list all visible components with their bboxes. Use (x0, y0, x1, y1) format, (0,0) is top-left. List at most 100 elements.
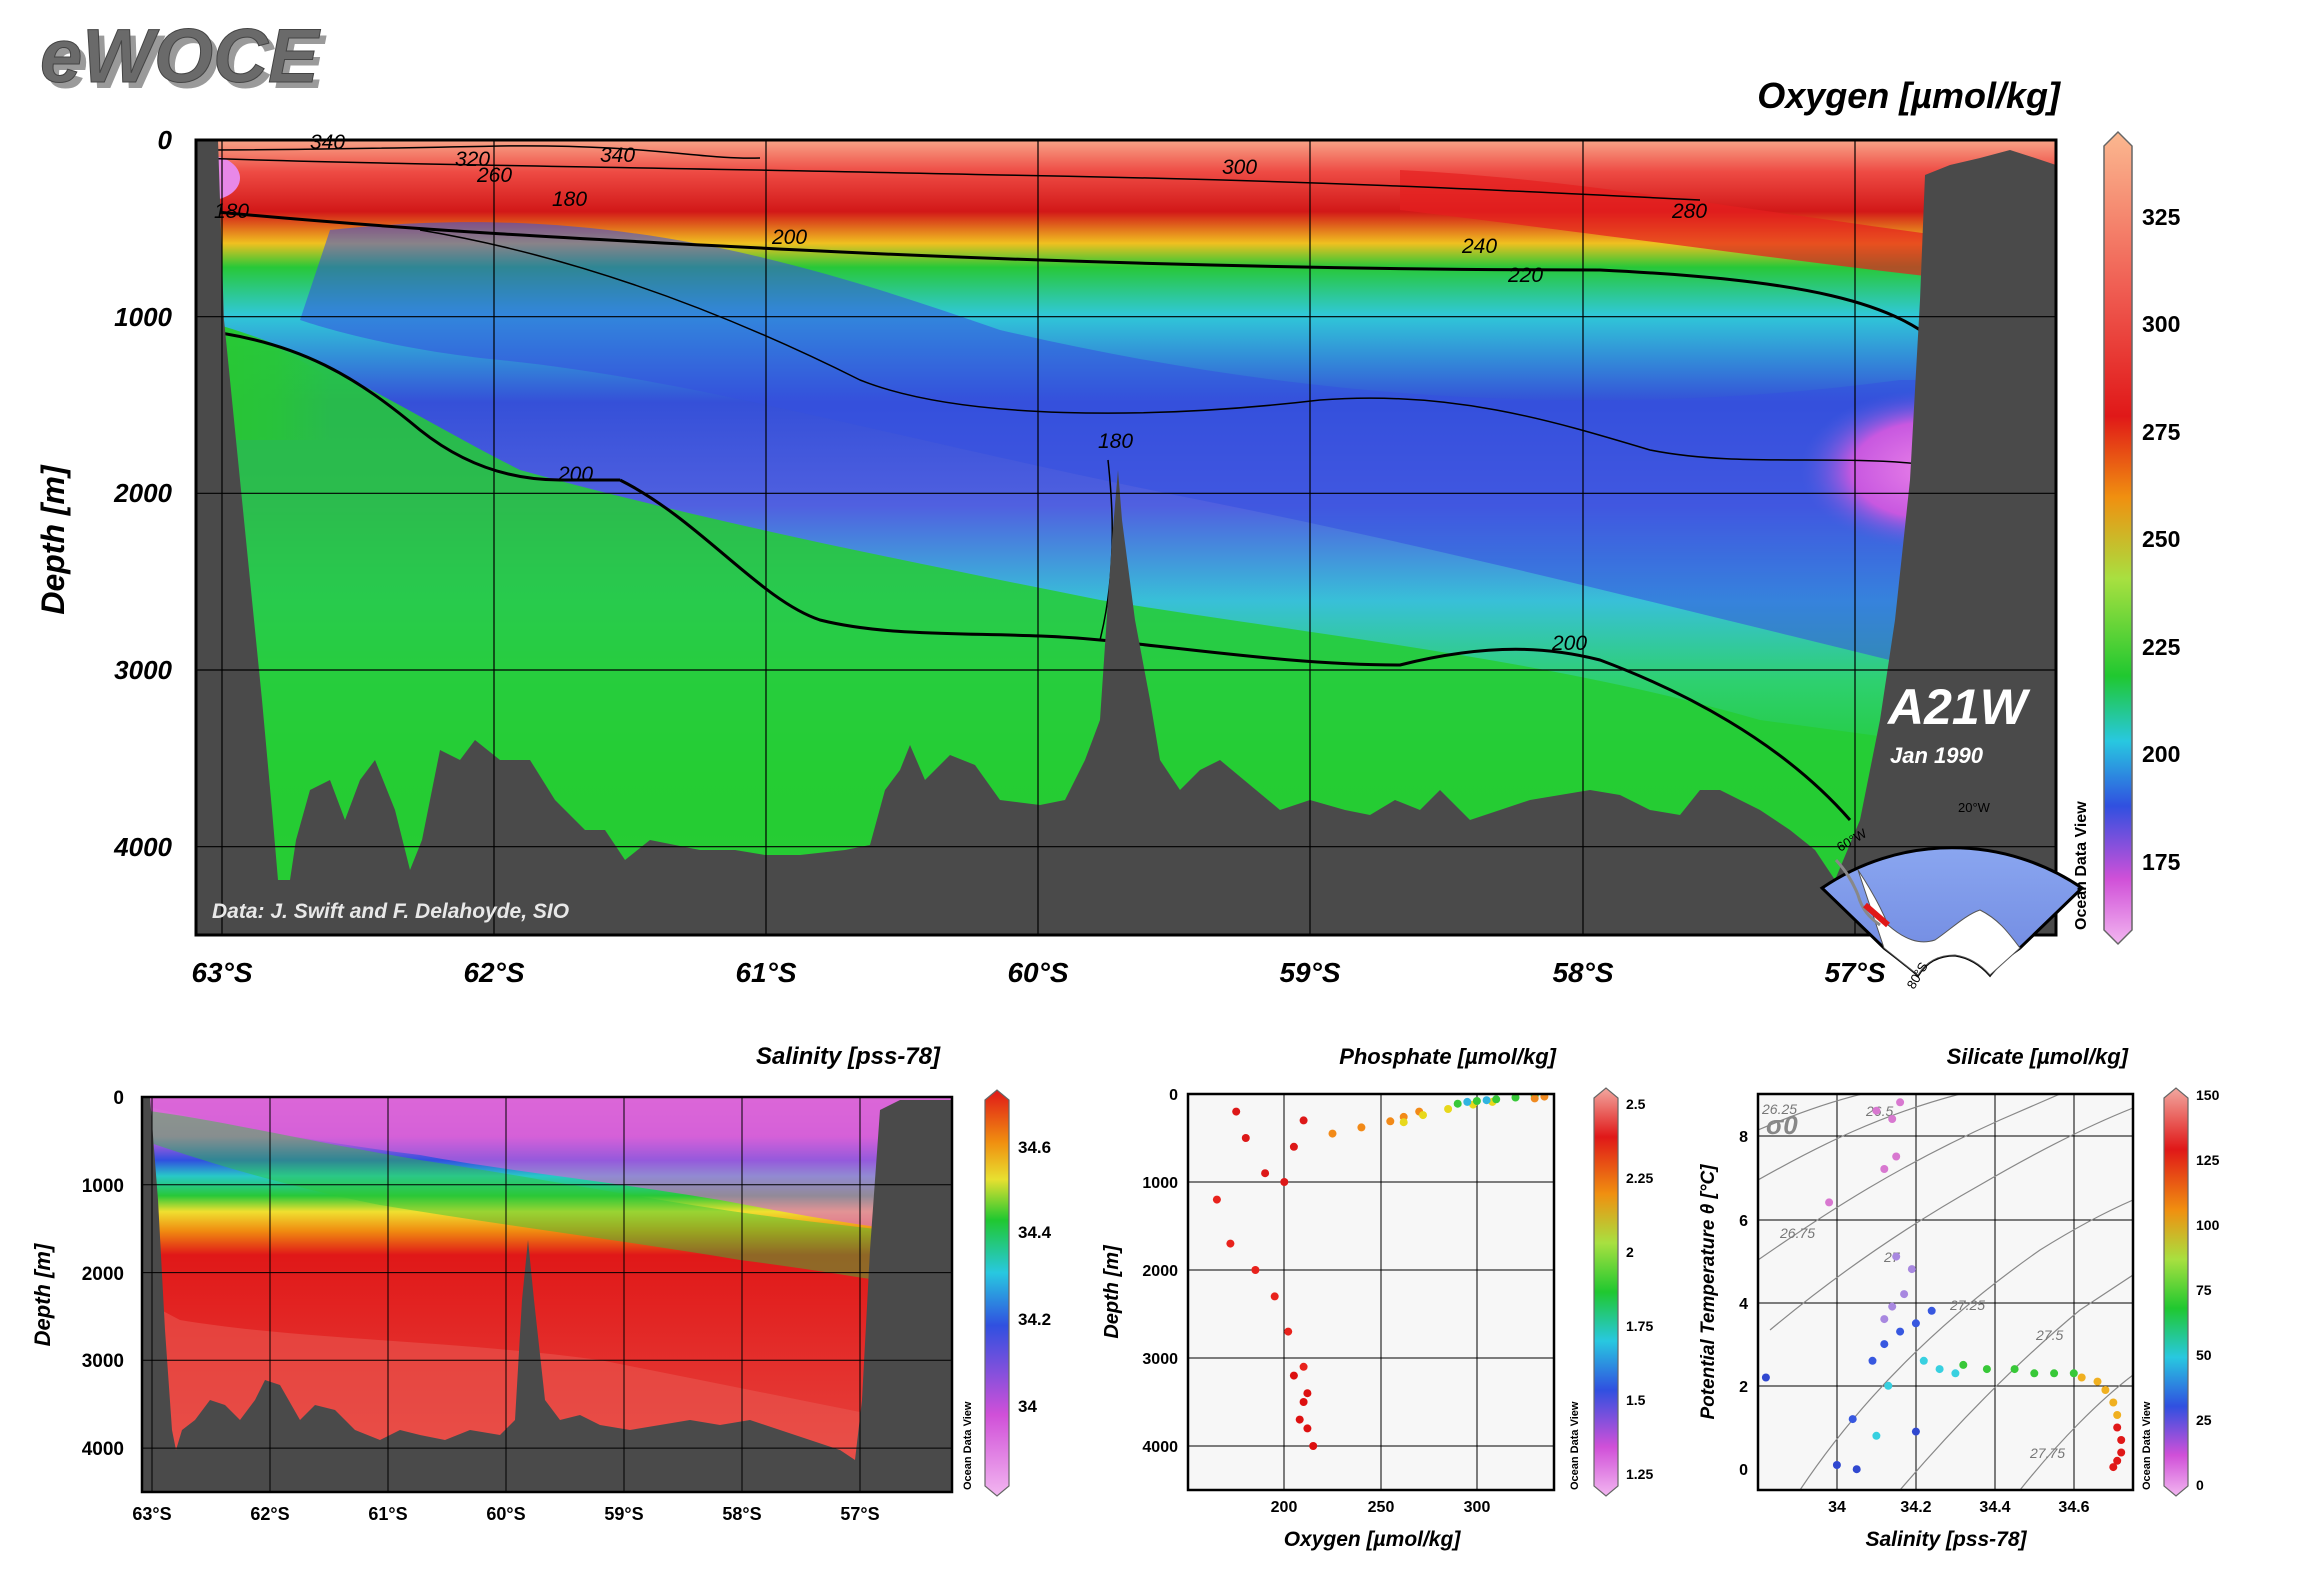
logo-shadow: eWOCE (46, 20, 327, 105)
cbar-tick-label: 225 (2142, 634, 2181, 660)
cbar-tick-label: 1.75 (1626, 1318, 1653, 1334)
cbar-tick-label: 2.25 (1626, 1170, 1653, 1186)
cbar-tick-label: 50 (2196, 1347, 2212, 1363)
scatter-point (1472, 1097, 1481, 1105)
scatter-point (2077, 1373, 2086, 1382)
y-tick-label: 2000 (1142, 1263, 1178, 1280)
scatter-point (1289, 1371, 1298, 1380)
x-tick-label: 34.4 (1979, 1499, 2010, 1516)
scatter-point (1872, 1106, 1881, 1115)
scatter-point (1848, 1415, 1857, 1424)
scatter-point (1328, 1129, 1337, 1138)
oxygen-title: Oxygen [µmol/kg] (1757, 75, 2061, 116)
scatter-point (1880, 1315, 1889, 1324)
silicate-frame (1756, 1092, 2135, 1492)
scatter-point (1303, 1389, 1312, 1398)
y-tick-label: 6 (1739, 1213, 1748, 1230)
scatter-point (1284, 1327, 1293, 1336)
scatter-point (2113, 1411, 2122, 1419)
section-date: Jan 1990 (1890, 743, 1984, 768)
x-tick-label: 34 (1828, 1499, 1846, 1516)
scatter-point (1299, 1116, 1308, 1125)
scatter-point (1888, 1302, 1897, 1311)
isopycnal-lines (1758, 1094, 2133, 1490)
y-tick-label: 0 (1169, 1087, 1178, 1104)
x-tick-label: 58°S (1552, 957, 1613, 988)
cbar-tick-label: 2 (1626, 1244, 1634, 1260)
scatter-point (1911, 1319, 1920, 1328)
y-tick-label: 3000 (82, 1351, 124, 1372)
x-tick-label: 59°S (604, 1504, 643, 1524)
y-tick-label: 4000 (1142, 1439, 1178, 1456)
scatter-point (1261, 1169, 1270, 1178)
silicate-y-label: Potential Temperature θ [°C] (1698, 1164, 1719, 1420)
scatter-point (2109, 1398, 2118, 1407)
x-tick-label: 63°S (191, 957, 252, 988)
silicate-y-ticks: 0 2 4 6 8 (1739, 1129, 1748, 1479)
scatter-point (1892, 1152, 1901, 1161)
scatter-point (1226, 1239, 1235, 1248)
x-tick-label: 62°S (463, 957, 524, 988)
oxygen-colorbar: 175 200 225 250 275 300 325 (2103, 130, 2181, 946)
inset-map: 20°W 60°W 80°S (1819, 800, 2085, 992)
scatter-point (1492, 1095, 1501, 1104)
odv-watermark: Ocean Data View (1569, 1401, 1581, 1490)
oxygen-y-ticks: 0 1000 2000 3000 4000 (113, 125, 172, 862)
x-tick-label: 60°S (1007, 957, 1068, 988)
cbar-tick-label: 25 (2196, 1412, 2212, 1428)
scatter-point (1825, 1198, 1834, 1207)
cbar-tick-label: 275 (2142, 419, 2181, 445)
x-tick-label: 61°S (735, 957, 796, 988)
oxygen-contour-labels: 340 320 260 340 300 280 180 180 200 240 … (214, 131, 1707, 655)
cbar-tick-label: 34.2 (1018, 1310, 1051, 1329)
cbar-tick-label: 1.5 (1626, 1392, 1646, 1408)
scatter-point (1309, 1442, 1318, 1450)
scatter-point (1386, 1117, 1395, 1126)
silicate-plot-bg (1758, 1094, 2133, 1490)
x-tick-label: 58°S (722, 1504, 761, 1524)
cbar-tick-label: 125 (2196, 1152, 2220, 1168)
scatter-point (1280, 1178, 1289, 1186)
odv-watermark: Ocean Data View (2073, 801, 2090, 930)
phosphate-x-label: Oxygen [µmol/kg] (1284, 1528, 1462, 1551)
x-tick-label: 62°S (250, 1504, 289, 1524)
scatter-point (1212, 1195, 1221, 1204)
x-tick-label: 300 (1464, 1499, 1491, 1516)
scatter-point (1511, 1094, 1520, 1102)
scatter-point (2117, 1448, 2126, 1457)
isopycnal-label: 27.75 (2029, 1445, 2065, 1461)
scatter-point (1907, 1265, 1916, 1274)
scatter-point (1761, 1373, 1770, 1382)
oxygen-frame (194, 138, 2058, 937)
y-tick-label: 2000 (82, 1264, 124, 1285)
cbar-tick-label: 325 (2142, 204, 2181, 230)
scatter-point (1951, 1369, 1960, 1378)
isopycnal-label: 27.25 (1949, 1297, 1985, 1313)
scatter-point (2117, 1436, 2126, 1444)
cbar-tick-label: 300 (2142, 311, 2180, 337)
oxygen-y-label: Depth [m] (35, 464, 71, 615)
scatter-point (1289, 1142, 1298, 1151)
scatter-point (1919, 1356, 1928, 1365)
scatter-point (2101, 1386, 2110, 1394)
y-tick-label: 0 (113, 1088, 124, 1109)
scatter-point (1982, 1365, 1991, 1374)
scatter-point (1530, 1094, 1539, 1103)
odv-watermark: Ocean Data View (962, 1401, 974, 1490)
x-tick-label: 60°S (486, 1504, 525, 1524)
scatter-point (1270, 1292, 1279, 1301)
salinity-x-ticks: 63°S 62°S 61°S 60°S 59°S 58°S 57°S (132, 1504, 879, 1524)
scatter-point (1911, 1427, 1920, 1436)
salinity-colorbar: 34 34.2 34.4 34.6 (984, 1089, 1052, 1497)
scatter-point (1959, 1360, 1968, 1369)
silicate-x-ticks: 34 34.2 34.4 34.6 (1828, 1499, 2090, 1516)
contour-label: 180 (214, 200, 249, 223)
contour-label: 320 (455, 148, 490, 171)
scatter-point (1303, 1424, 1312, 1433)
silicate-x-label: Salinity [pss-78] (1865, 1528, 2027, 1551)
scatter-point (1357, 1123, 1366, 1132)
y-tick-label: 4 (1739, 1296, 1748, 1313)
cbar-tick-label: 175 (2142, 849, 2181, 875)
cbar-tick-label: 0 (2196, 1477, 2204, 1493)
